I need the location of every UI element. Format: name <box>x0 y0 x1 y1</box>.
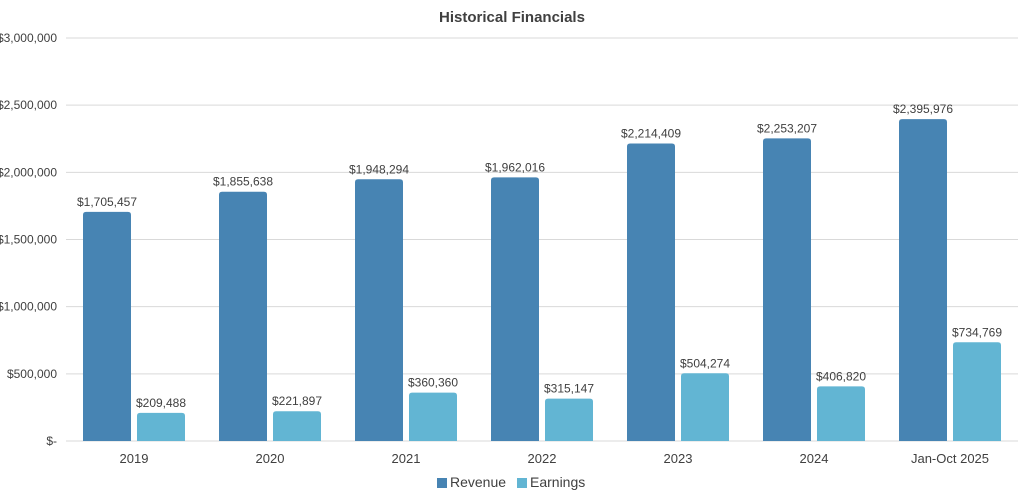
x-tick-label: 2020 <box>256 451 285 466</box>
y-tick-label: $1,500,000 <box>0 233 57 247</box>
y-tick-label: $500,000 <box>7 367 57 381</box>
gridlines <box>66 37 1018 442</box>
data-label-earnings: $360,360 <box>408 376 458 390</box>
bar-earnings-2020 <box>273 411 321 441</box>
bar-revenue-2020 <box>219 191 267 441</box>
y-tick-label: $2,000,000 <box>0 165 57 179</box>
data-label-revenue: $1,855,638 <box>213 175 273 189</box>
x-axis-tick-labels: 2019 2020 2021 2022 2023 2024 Jan-Oct 2025 <box>120 451 989 466</box>
bar-earnings-2024 <box>817 386 865 441</box>
x-tick-label: 2022 <box>528 451 557 466</box>
data-label-revenue: $1,962,016 <box>485 160 545 174</box>
data-labels: $1,705,457 $209,488 $1,855,638 $221,897 $1,9… <box>77 102 1002 410</box>
y-tick-label: $3,000,000 <box>0 31 57 45</box>
y-tick-label: $1,000,000 <box>0 300 57 314</box>
x-tick-label: 2019 <box>120 451 149 466</box>
legend-swatch-revenue <box>437 478 447 488</box>
data-label-earnings: $504,274 <box>680 356 730 370</box>
x-tick-label: 2023 <box>664 451 693 466</box>
bar-revenue-2019 <box>83 211 131 441</box>
legend-swatch-earnings <box>517 478 527 488</box>
data-label-revenue: $2,214,409 <box>621 127 681 141</box>
data-label-earnings: $209,488 <box>136 396 186 410</box>
bar-revenue-jan-oct-2025 <box>899 119 947 441</box>
legend: Revenue Earnings <box>437 474 585 490</box>
data-label-earnings: $221,897 <box>272 394 322 408</box>
data-label-earnings: $315,147 <box>544 382 594 396</box>
y-tick-label: $- <box>46 434 57 448</box>
y-tick-label: $2,500,000 <box>0 98 57 112</box>
data-label-revenue: $1,948,294 <box>349 162 409 176</box>
bar-earnings-jan-oct-2025 <box>953 342 1001 441</box>
bars <box>83 119 1001 441</box>
bar-revenue-2024 <box>763 138 811 441</box>
x-tick-label: Jan-Oct 2025 <box>911 451 989 466</box>
x-tick-label: 2021 <box>392 451 421 466</box>
bar-earnings-2021 <box>409 392 457 441</box>
legend-label-revenue: Revenue <box>450 474 506 490</box>
bar-earnings-2022 <box>545 398 593 441</box>
legend-label-earnings: Earnings <box>530 474 585 490</box>
bar-revenue-2023 <box>627 143 675 441</box>
chart-title: Historical Financials <box>439 9 585 26</box>
data-label-earnings: $734,769 <box>952 325 1002 339</box>
y-axis-tick-labels: $- $500,000 $1,000,000 $1,500,000 $2,000,000… <box>0 31 57 448</box>
bar-revenue-2021 <box>355 179 403 441</box>
bar-earnings-2023 <box>681 373 729 441</box>
data-label-revenue: $1,705,457 <box>77 195 137 209</box>
data-label-revenue: $2,253,207 <box>757 121 817 135</box>
bar-revenue-2022 <box>491 177 539 441</box>
data-label-earnings: $406,820 <box>816 369 866 383</box>
data-label-revenue: $2,395,976 <box>893 102 953 116</box>
x-tick-label: 2024 <box>800 451 829 466</box>
bar-earnings-2019 <box>137 412 185 441</box>
